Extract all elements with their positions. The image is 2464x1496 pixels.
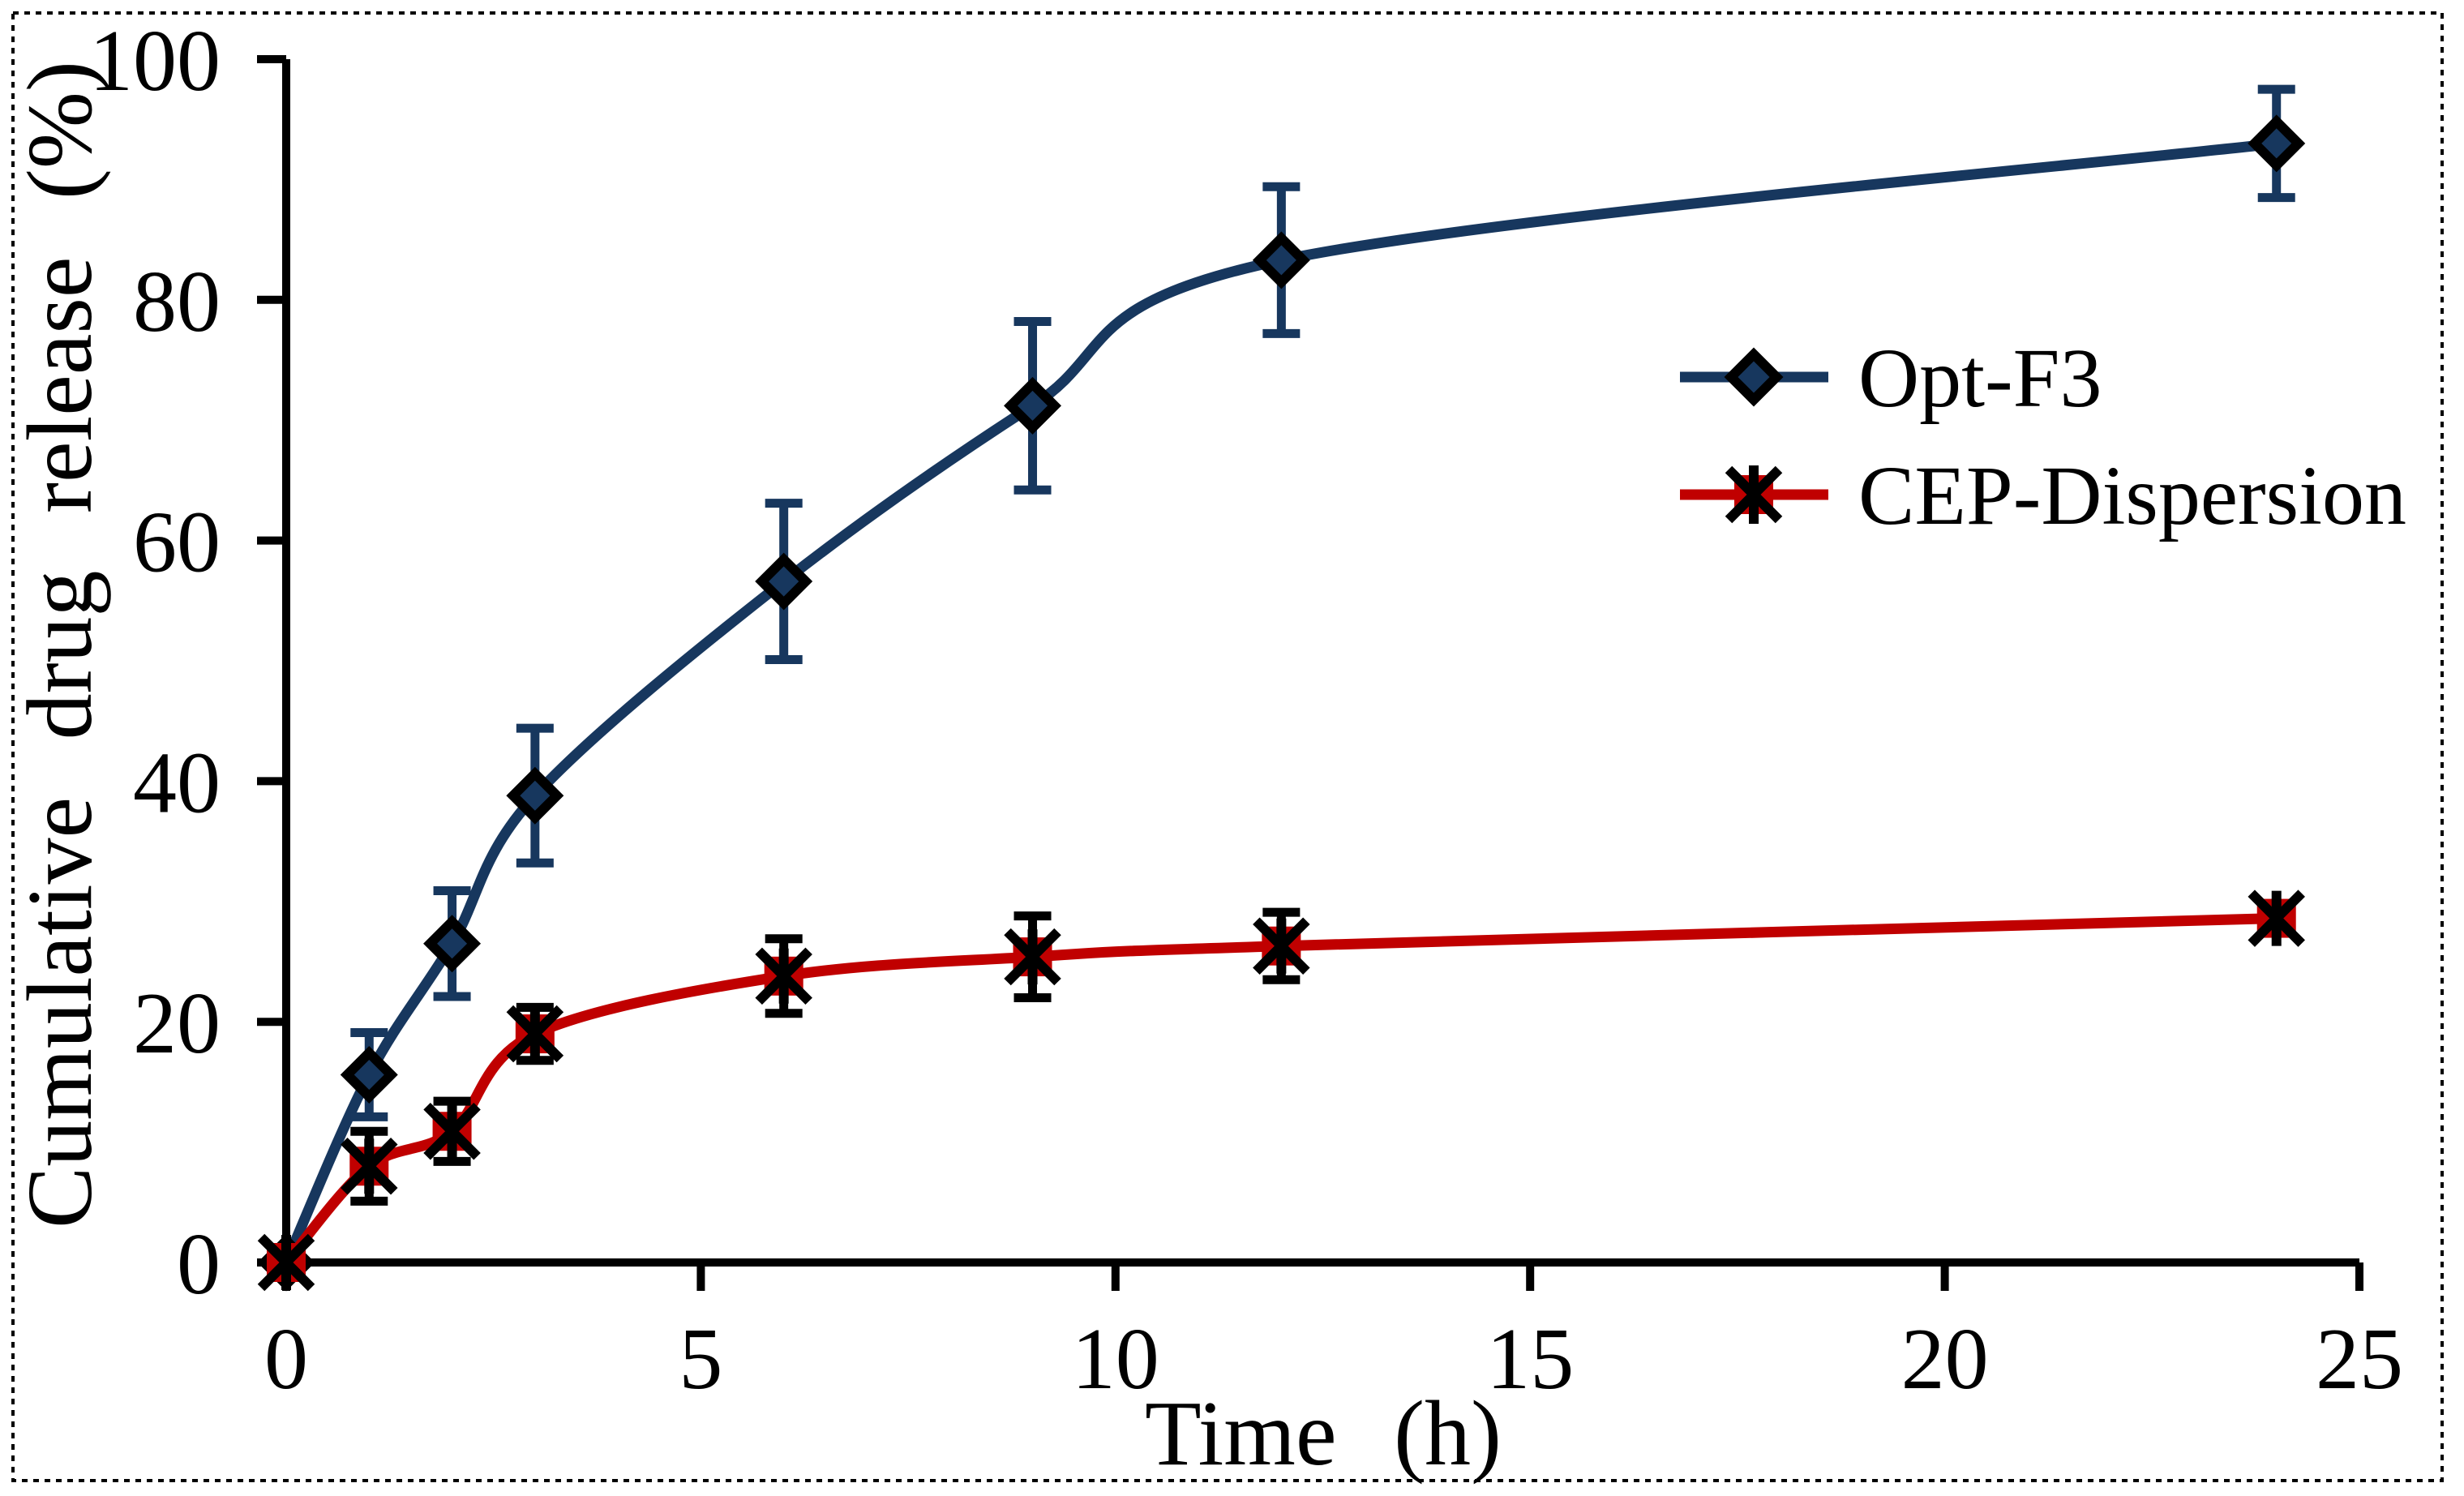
legend: Opt-F3 CEP-Dispersion [1680,332,2406,542]
axis-lines [282,59,2359,1267]
legend-diamond-marker-icon [1724,347,1784,407]
legend-item-opt-f3: Opt-F3 [1680,332,2102,425]
legend-star-marker-icon [1725,465,1783,524]
data-point-diamond-marker [1004,376,1062,435]
legend-label-opt-f3: Opt-F3 [1858,332,2102,425]
x-tick-label: 20 [1901,1311,1989,1408]
x-tick-label: 5 [679,1311,722,1408]
y-tick-label: 100 [89,13,221,109]
y-axis-title: Cumulative drug release (%) [8,61,111,1228]
data-point-star-marker [423,1103,481,1160]
series-cep-dispersion [257,889,2305,1292]
x-tick-label: 0 [264,1311,308,1408]
series-curve [281,913,2282,1268]
legend-label-cep-dispersion: CEP-Dispersion [1858,449,2406,542]
x-axis-title: Time (h) [1145,1382,1502,1485]
y-tick-label: 60 [133,495,221,591]
data-point-star-marker [506,1005,564,1063]
data-point-diamond-marker [1252,231,1310,289]
data-point-diamond-marker [340,1046,398,1104]
legend-item-cep-dispersion: CEP-Dispersion [1680,449,2406,542]
data-point-star-marker [341,1138,398,1195]
series-curve [281,138,2282,1268]
series-opt-f3 [257,84,2306,1292]
figure-border [11,11,2444,1482]
y-tick-label: 40 [133,735,221,831]
x-tick-label: 25 [2316,1311,2403,1408]
series-layer [257,84,2306,1292]
y-tick-label: 20 [133,975,221,1072]
data-point-star-marker [257,1233,315,1292]
data-point-star-marker [1253,917,1310,975]
data-point-diamond-marker [755,552,813,611]
y-tick-label: 0 [177,1216,221,1313]
data-point-diamond-marker [2248,114,2306,173]
data-point-star-marker [755,947,812,1005]
y-tick-label: 80 [133,254,221,350]
data-point-star-marker [2248,889,2305,947]
data-point-star-marker [1004,928,1061,986]
data-point-diamond-marker [506,766,564,825]
ticks-layer: 0 5 10 15 20 25 0 20 40 60 80 100 [89,13,2403,1408]
data-point-diamond-marker [423,915,482,973]
x-tick-label: 15 [1486,1311,1574,1408]
x-tick-label: 10 [1072,1311,1159,1408]
